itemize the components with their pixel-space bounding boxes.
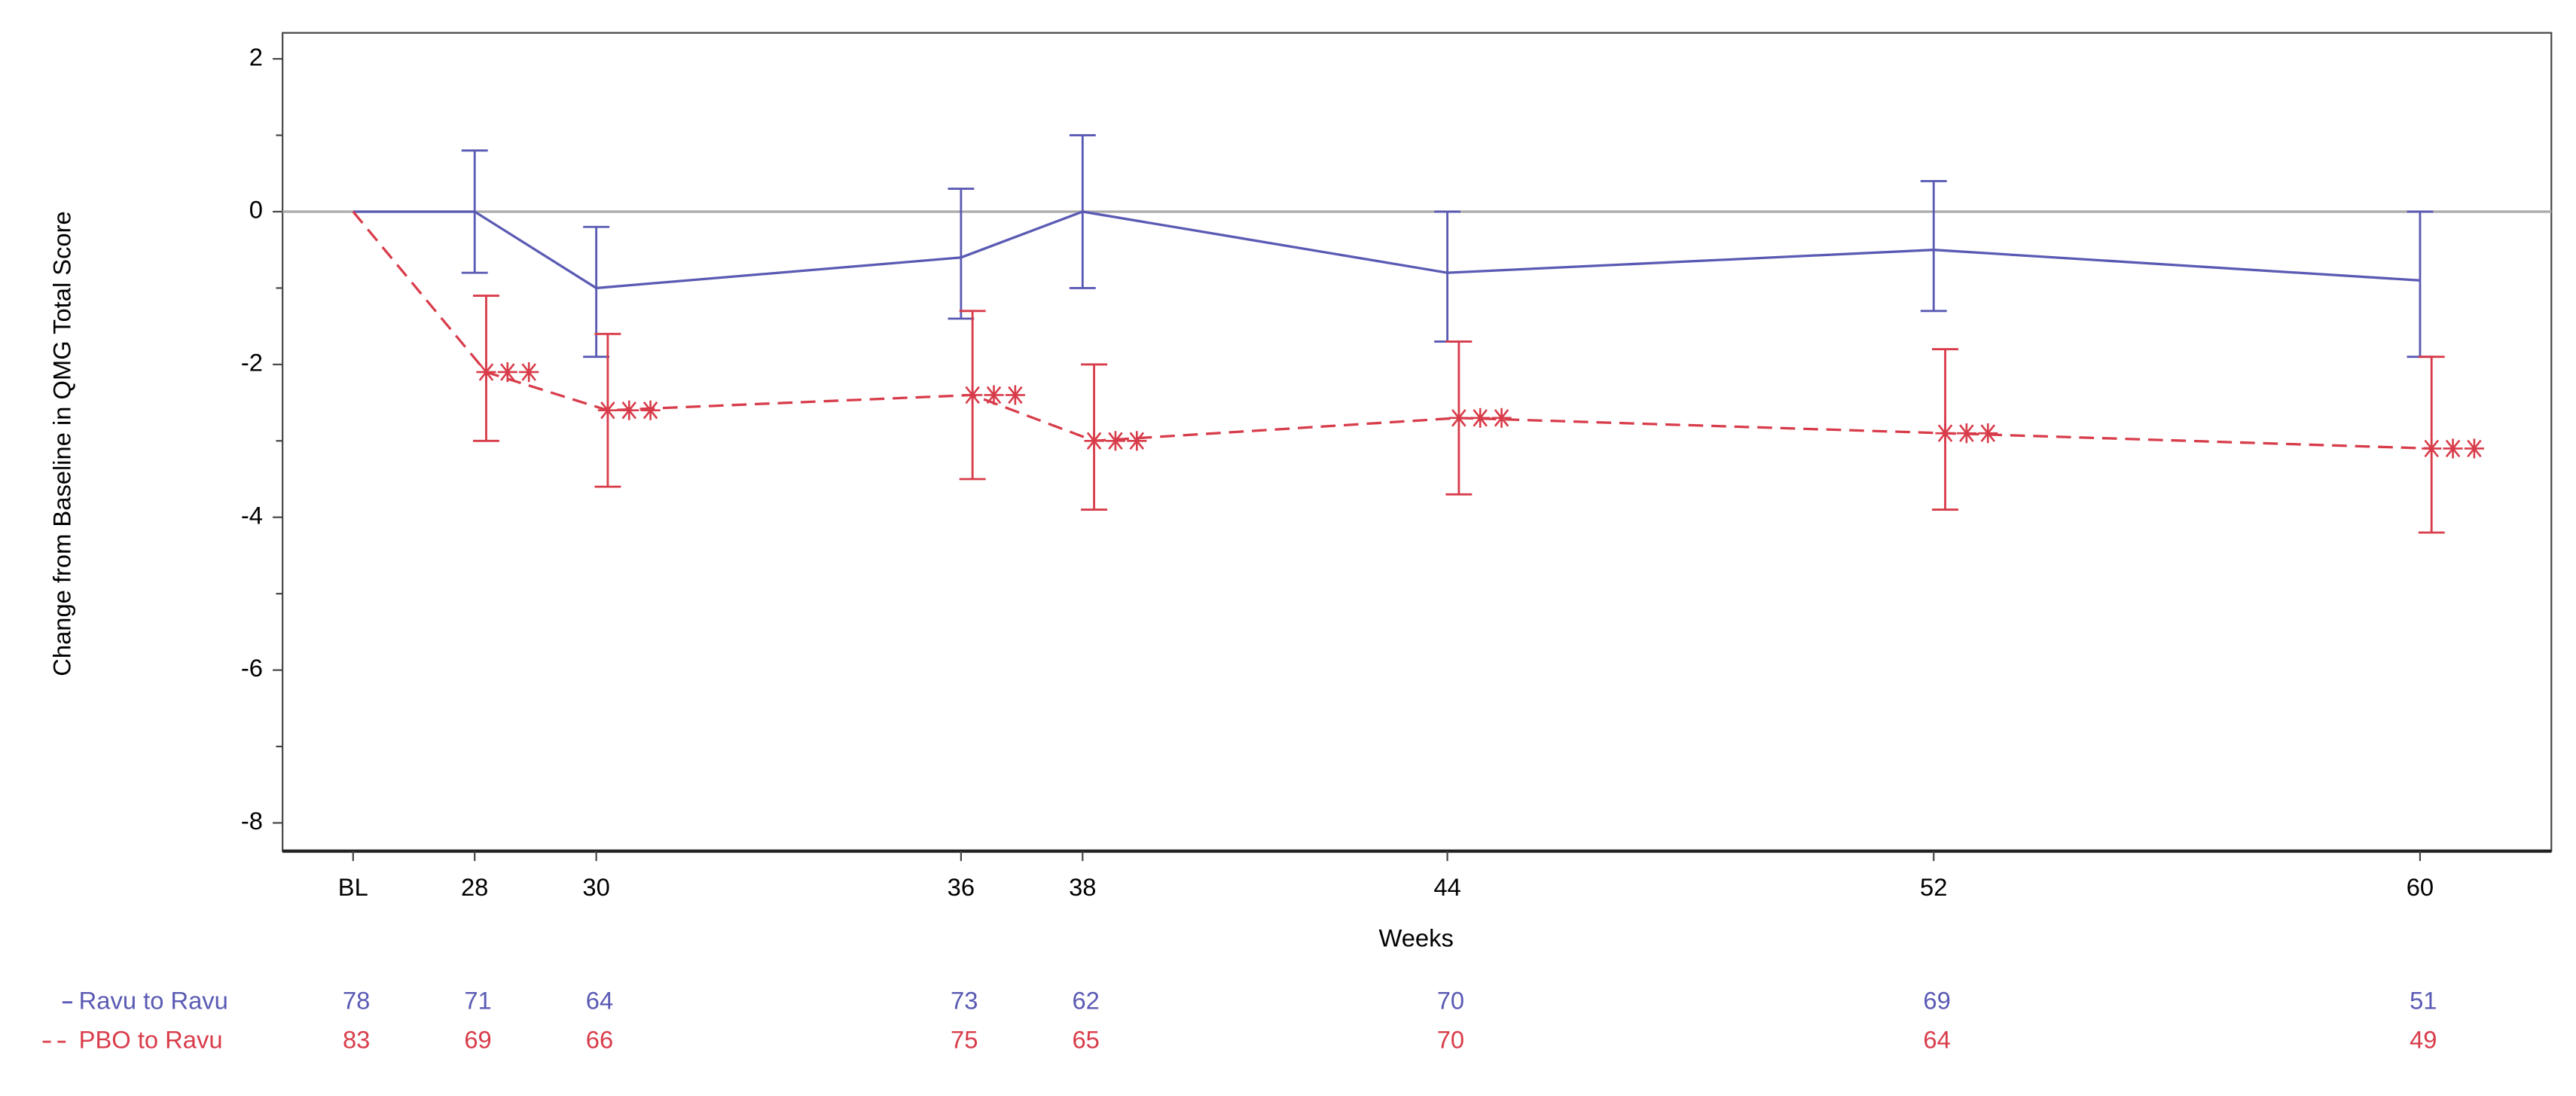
x-tick-label: 38 bbox=[1069, 873, 1096, 901]
series-line bbox=[353, 210, 2421, 290]
marker bbox=[2422, 438, 2442, 459]
marker bbox=[597, 400, 618, 420]
at-risk-count: 64 bbox=[586, 986, 613, 1014]
at-risk-count: 69 bbox=[1923, 986, 1950, 1014]
at-risk-count: 49 bbox=[2410, 1026, 2437, 1054]
x-tick-label: 36 bbox=[948, 873, 975, 901]
marker bbox=[640, 400, 661, 420]
marker bbox=[476, 362, 496, 383]
at-risk-count: 69 bbox=[464, 1026, 491, 1054]
y-tick-label: 2 bbox=[249, 43, 263, 71]
at-risk-count: 51 bbox=[2410, 986, 2437, 1014]
marker bbox=[963, 385, 983, 405]
y-tick-label: -8 bbox=[241, 807, 263, 835]
at-risk-count: 83 bbox=[343, 1026, 370, 1054]
at-risk-count: 78 bbox=[343, 986, 370, 1014]
y-tick-label: 0 bbox=[249, 196, 263, 224]
marker bbox=[1470, 408, 1491, 428]
x-tick-label: 30 bbox=[582, 873, 609, 901]
at-risk-count: 62 bbox=[1072, 986, 1099, 1014]
marker bbox=[619, 400, 639, 420]
legend-label: Ravu to Ravu bbox=[79, 986, 228, 1014]
at-risk-count: 75 bbox=[951, 1026, 978, 1054]
marker bbox=[2443, 438, 2463, 459]
y-axis-label: Change from Baseline in QMG Total Score bbox=[48, 211, 76, 676]
marker bbox=[984, 385, 1004, 405]
x-axis-label: Weeks bbox=[1378, 924, 1453, 951]
marker bbox=[1448, 408, 1469, 428]
x-tick-label: 52 bbox=[1920, 873, 1947, 901]
marker bbox=[1105, 431, 1126, 451]
marker bbox=[1491, 408, 1512, 428]
x-tick-label: 44 bbox=[1433, 873, 1460, 901]
x-tick-label: BL bbox=[338, 873, 368, 901]
marker bbox=[1127, 431, 1147, 451]
marker bbox=[1005, 385, 1025, 405]
x-tick-label: 60 bbox=[2407, 873, 2434, 901]
y-tick-label: -4 bbox=[241, 501, 263, 529]
at-risk-count: 70 bbox=[1437, 986, 1464, 1014]
y-tick-label: -2 bbox=[241, 348, 263, 376]
at-risk-count: 70 bbox=[1437, 1026, 1464, 1054]
y-tick-label: -6 bbox=[241, 654, 263, 682]
at-risk-count: 71 bbox=[464, 986, 491, 1014]
marker bbox=[1956, 423, 1976, 444]
at-risk-count: 64 bbox=[1923, 1026, 1950, 1054]
at-risk-count: 66 bbox=[586, 1026, 613, 1054]
marker bbox=[1084, 431, 1104, 451]
legend-label: PBO to Ravu bbox=[79, 1026, 223, 1054]
marker bbox=[1978, 423, 1998, 444]
marker bbox=[497, 362, 517, 383]
marker bbox=[519, 362, 539, 383]
marker bbox=[1935, 423, 1955, 444]
x-tick-label: 28 bbox=[461, 873, 488, 901]
at-risk-count: 65 bbox=[1072, 1026, 1099, 1054]
plot-frame bbox=[282, 32, 2553, 853]
marker bbox=[2464, 438, 2485, 459]
at-risk-count: 73 bbox=[951, 986, 978, 1014]
series-line bbox=[352, 210, 2432, 450]
